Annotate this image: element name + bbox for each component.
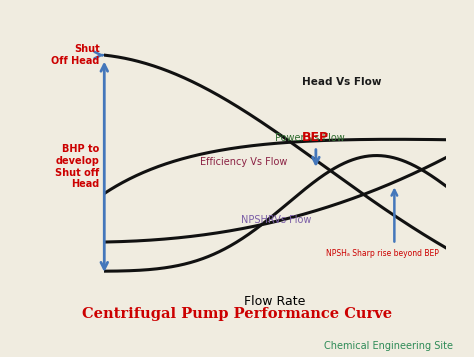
Text: BHP to
develop
Shut off
Head: BHP to develop Shut off Head — [55, 144, 100, 189]
Text: Shut
Off Head: Shut Off Head — [51, 44, 100, 66]
Text: Centrifugal Pump Performance Curve: Centrifugal Pump Performance Curve — [82, 307, 392, 321]
Text: Flow Rate: Flow Rate — [244, 296, 306, 308]
Text: NPSHₐ Sharp rise beyond BEP: NPSHₐ Sharp rise beyond BEP — [326, 249, 439, 258]
Text: Power Vs Flow: Power Vs Flow — [275, 133, 345, 143]
Text: Efficiency Vs Flow: Efficiency Vs Flow — [200, 157, 287, 167]
Text: Chemical Engineering Site: Chemical Engineering Site — [324, 341, 453, 351]
Text: NPSHRVs Flow: NPSHRVs Flow — [241, 215, 311, 225]
Text: BEP: BEP — [302, 131, 329, 144]
Text: Head Vs Flow: Head Vs Flow — [302, 77, 382, 87]
